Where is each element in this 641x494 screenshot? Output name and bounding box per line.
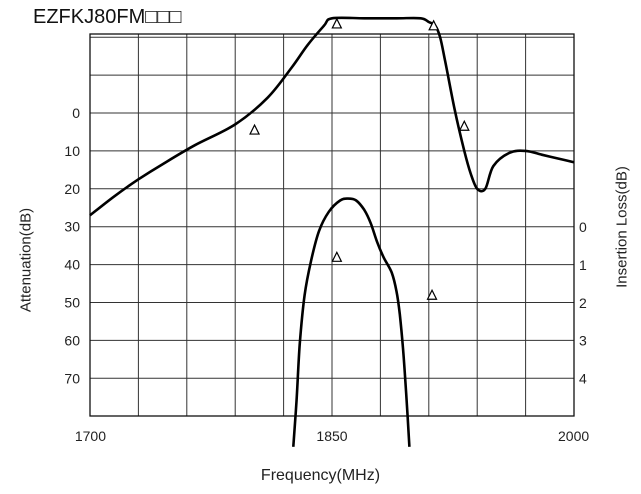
triangle-marker xyxy=(249,123,261,135)
attenuation-curve xyxy=(89,16,575,217)
y-tick-label-left: 40 xyxy=(64,257,80,273)
y-tick-label-left: 50 xyxy=(64,295,80,311)
y-tick-label-left: 0 xyxy=(72,105,80,121)
y-tick-label-left: 20 xyxy=(64,181,80,197)
plot-frame xyxy=(89,33,575,417)
y-tick-label-left: 60 xyxy=(64,332,80,348)
y-tick-label-right: 4 xyxy=(579,371,587,387)
y-tick-label-right: 1 xyxy=(579,257,587,273)
y-tick-label-left: 30 xyxy=(64,219,80,235)
y-tick-label-right: 0 xyxy=(579,219,587,235)
chart-title: EZFKJ80FM□□□ xyxy=(33,6,182,28)
triangle-marker xyxy=(458,119,470,131)
y-tick-label-right: 3 xyxy=(579,333,587,349)
triangle-marker xyxy=(428,19,440,31)
y-tick-label-left: 10 xyxy=(64,143,80,159)
x-tick-label: 1700 xyxy=(75,428,106,444)
x-axis-label: Frequency(MHz) xyxy=(260,467,381,484)
y-tick-label-right: 2 xyxy=(579,295,587,311)
triangle-marker xyxy=(426,288,438,300)
insertion-loss-curve xyxy=(292,197,411,447)
x-tick-label: 2000 xyxy=(558,428,589,444)
y-tick-label-left: 70 xyxy=(64,370,80,386)
triangle-marker xyxy=(331,17,343,29)
x-tick-label: 1850 xyxy=(316,428,347,444)
triangle-marker xyxy=(331,250,343,262)
